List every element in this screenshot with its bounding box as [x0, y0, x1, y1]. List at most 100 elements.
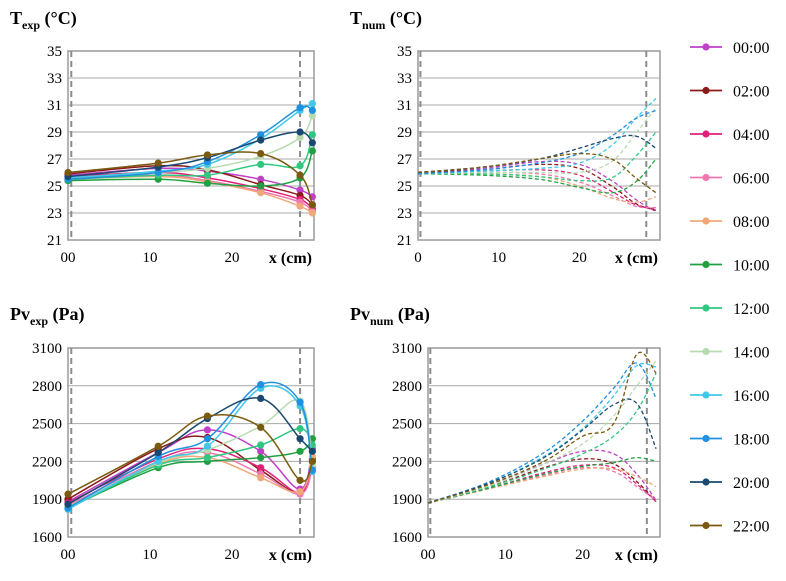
- panel-title-subscript: num: [362, 18, 385, 32]
- x-tick-label: 00: [61, 547, 76, 563]
- data-point: [308, 112, 316, 120]
- data-point: [296, 425, 304, 433]
- y-tick-label: 27: [47, 152, 63, 168]
- data-point: [296, 488, 304, 496]
- y-tick-label: 35: [47, 44, 62, 60]
- plot-frame: [417, 50, 661, 241]
- data-point: [296, 202, 304, 210]
- data-point: [154, 448, 162, 457]
- series-line: [427, 362, 657, 504]
- data-point: [257, 131, 265, 139]
- data-point: [296, 398, 304, 406]
- legend-label: 02:00: [733, 84, 769, 101]
- panel-title: Texp (°C): [10, 8, 77, 32]
- data-point: [257, 474, 265, 482]
- x-tick-label: 20: [572, 250, 587, 266]
- data-point: [257, 182, 265, 190]
- panel-title-main: Pv: [10, 304, 30, 324]
- data-point: [296, 476, 304, 484]
- panel-title: Pvexp (Pa): [10, 304, 84, 328]
- data-point: [296, 162, 304, 170]
- x-tick-label: 10: [143, 547, 158, 563]
- data-point: [296, 186, 304, 194]
- panel-title-main: T: [10, 8, 22, 28]
- data-point: [203, 426, 211, 434]
- legend-marker: [702, 173, 710, 182]
- data-point: [257, 150, 265, 158]
- y-tick-label: 25: [397, 179, 412, 195]
- data-point: [308, 201, 316, 209]
- panel-title-unit: (°C): [385, 8, 422, 29]
- legend-marker: [702, 130, 710, 138]
- series-line: [427, 398, 657, 504]
- data-point: [154, 168, 162, 177]
- data-point: [308, 147, 316, 155]
- legend-label: 14:00: [733, 345, 769, 362]
- panel-title: Pvnum (Pa): [350, 304, 430, 328]
- panel-title-main: Pv: [350, 304, 370, 324]
- data-point: [296, 171, 304, 179]
- x-tick-label: 00: [421, 547, 436, 563]
- y-tick-label: 1600: [392, 530, 422, 546]
- y-tick-label: 2800: [392, 379, 422, 395]
- legend-label: 06:00: [733, 171, 769, 188]
- y-tick-label: 1600: [32, 530, 62, 546]
- legend-marker: [702, 304, 710, 312]
- chart-pv-exp: Pvexp (Pa) 1600 1900 2200 2500 2800 3100 00 10 20…: [10, 304, 316, 564]
- legend-label: 10:00: [733, 258, 769, 275]
- series-line: [417, 160, 657, 213]
- x-tick-label: 20: [225, 250, 240, 266]
- data-point: [296, 435, 304, 443]
- plot-frame: [67, 347, 315, 538]
- data-point: [257, 464, 265, 472]
- data-point: [154, 457, 162, 465]
- data-point: [154, 442, 162, 450]
- y-tick-label: 25: [47, 179, 62, 195]
- legend-label: 04:00: [733, 127, 769, 144]
- y-tick-label: 33: [47, 71, 62, 87]
- y-tick-label: 23: [47, 206, 62, 222]
- data-point: [257, 380, 265, 389]
- legend-label: 12:00: [733, 301, 769, 318]
- data-point: [257, 136, 265, 144]
- legend-label: 00:00: [733, 40, 769, 57]
- legend-marker: [702, 260, 710, 269]
- x-axis-label: x (cm): [615, 547, 658, 564]
- y-tick-label: 33: [397, 71, 412, 87]
- series-line: [417, 173, 657, 203]
- y-tick-label: 29: [397, 125, 412, 141]
- series-line: [427, 467, 657, 504]
- data-point: [203, 435, 211, 443]
- legend-label: 18:00: [733, 432, 769, 449]
- panel-title-main: T: [350, 8, 362, 28]
- panel-title: Tnum (°C): [350, 8, 422, 32]
- x-tick-label: 10: [498, 547, 513, 563]
- data-point: [257, 175, 265, 183]
- data-point: [257, 447, 265, 455]
- chart-t-num: Tnum (°C) 21 23 25 27 29 31 33 35 0 10 20 x (cm): [350, 8, 661, 267]
- y-tick-label: 21: [397, 233, 412, 249]
- data-point: [203, 412, 211, 420]
- chart-pv-num: Pvnum (Pa) 1600 1900 2200 2500 2800 3100 00 10 20…: [350, 304, 661, 564]
- x-tick-label: 00: [61, 250, 76, 266]
- y-tick-label: 3100: [32, 341, 62, 357]
- y-tick-label: 2500: [32, 417, 62, 433]
- data-point: [203, 151, 211, 159]
- y-tick-label: 21: [47, 233, 62, 249]
- data-point: [296, 447, 304, 455]
- x-tick-label: 0: [414, 250, 422, 266]
- y-tick-label: 1900: [32, 492, 62, 508]
- data-point: [308, 447, 316, 455]
- data-point: [257, 160, 265, 168]
- series-line: [67, 427, 314, 509]
- series-line: [427, 351, 657, 504]
- data-point: [203, 454, 211, 462]
- panel-title-unit: (Pa): [393, 304, 429, 325]
- data-point: [296, 104, 304, 112]
- x-axis-label: x (cm): [269, 547, 312, 564]
- data-point: [308, 139, 316, 147]
- data-point: [64, 490, 72, 498]
- y-tick-label: 27: [397, 152, 413, 168]
- series-line: [427, 360, 657, 504]
